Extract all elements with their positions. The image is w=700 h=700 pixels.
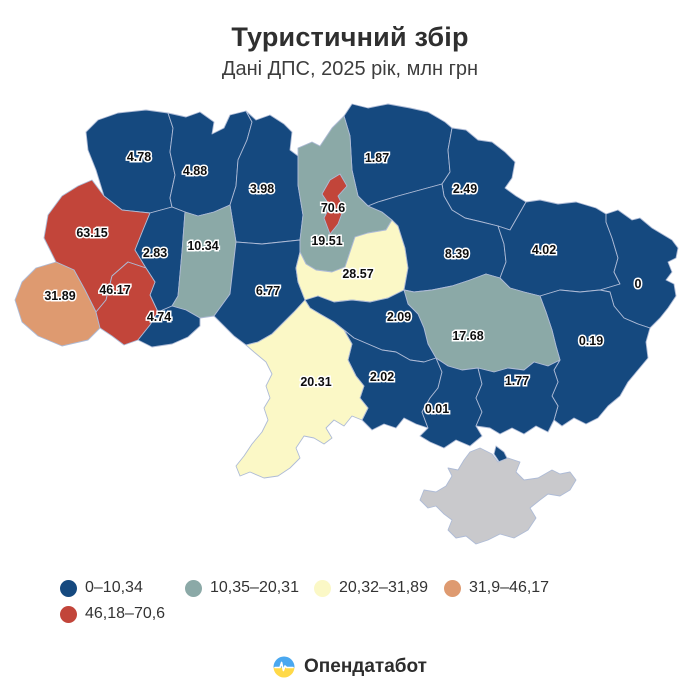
legend-swatch-b5	[60, 605, 77, 623]
region-value-label-zhytomyr: 3.98	[250, 182, 274, 196]
region-value-label-zakarpattia: 31.89	[44, 289, 75, 303]
region-value-label-luhansk: 0	[635, 277, 642, 291]
legend-item-2: 10,35–20,31	[185, 578, 299, 598]
map-region-crimea	[419, 447, 577, 545]
region-value-label-vinnytsia: 6.77	[256, 284, 280, 298]
region-value-label-odesa: 20.31	[300, 375, 331, 389]
region-value-label-ternopil: 2.83	[143, 246, 167, 260]
region-value-label-kirovohrad: 2.09	[387, 310, 411, 324]
legend-item-5: 46,18–70,6	[60, 604, 165, 624]
legend-item-4: 31,9–46,17	[444, 578, 549, 598]
map-region-odesa	[235, 299, 369, 479]
legend-label: 20,32–31,89	[339, 579, 428, 596]
region-value-label-donetsk: 0.19	[579, 334, 603, 348]
page-title: Туристичний збір	[231, 22, 469, 52]
legend-label: 31,9–46,17	[469, 579, 550, 596]
region-value-label-rivne: 4.88	[183, 164, 207, 178]
legend-item-1: 0–10,34	[60, 578, 143, 598]
map-regions-layer	[14, 103, 679, 545]
brand-name: Опендатабот	[304, 656, 427, 677]
region-value-label-kharkiv: 4.02	[532, 243, 556, 257]
map-region-kyiv-city	[321, 173, 348, 235]
legend-swatch-b4	[444, 579, 461, 597]
opendatabot-logo-icon	[273, 656, 295, 678]
region-value-label-sumy: 2.49	[453, 182, 477, 196]
map-region-ivano-frankivsk	[95, 261, 159, 346]
page-subtitle: Дані ДПС, 2025 рік, млн грн	[221, 58, 479, 80]
region-value-label-lviv: 63.15	[76, 226, 107, 240]
legend-item-3: 20,32–31,89	[314, 578, 428, 598]
region-value-label-zaporizhzhia: 1.77	[505, 374, 529, 388]
legend-swatch-b2	[185, 579, 202, 597]
region-value-label-cherkasy: 28.57	[342, 267, 373, 281]
region-value-label-poltava: 8.39	[445, 247, 469, 261]
footer: Опендатабот	[0, 656, 700, 678]
region-value-label-dnipropetrovsk: 17.68	[452, 329, 483, 343]
map-region-luhansk	[599, 209, 679, 329]
legend-label: 46,18–70,6	[85, 605, 166, 622]
map-region-zaporizhzhia	[475, 359, 561, 435]
region-value-label-chernihiv: 1.87	[365, 151, 389, 165]
region-value-label-volyn: 4.78	[127, 150, 151, 164]
region-value-label-kherson: 0.01	[425, 402, 449, 416]
region-value-label-kyiv-city: 70.6	[321, 201, 345, 215]
map-region-chernivtsi	[137, 305, 201, 348]
legend-label: 10,35–20,31	[210, 579, 299, 596]
region-value-label-mykolaiv: 2.02	[370, 370, 394, 384]
region-value-label-ivano-frankivsk: 46.17	[99, 283, 130, 297]
map-region-zakarpattia	[14, 261, 101, 347]
legend-swatch-b1	[60, 579, 77, 597]
region-value-label-chernivtsi: 4.74	[147, 310, 171, 324]
region-value-label-kyiv-oblast: 19.51	[311, 234, 342, 248]
legend-label: 0–10,34	[85, 579, 143, 596]
legend-swatch-b3	[314, 579, 331, 597]
region-value-label-khmelnytskyi: 10.34	[187, 239, 218, 253]
map-value-labels-layer: 4.78 4.88 3.98 1.87 2.49 63.15 2.83 10.34 31.89 4…	[43, 149, 643, 418]
